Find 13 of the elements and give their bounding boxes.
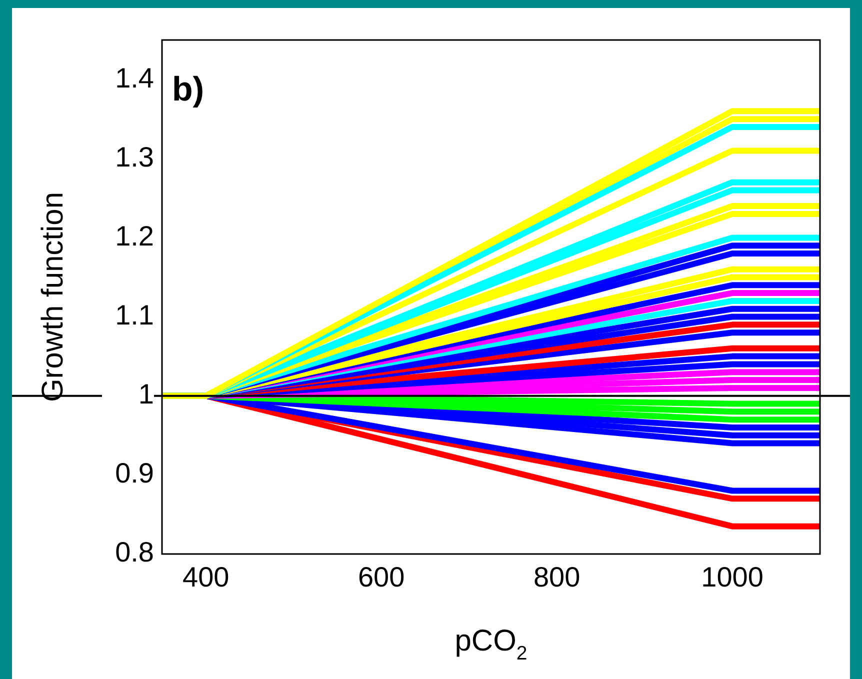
x-tick-label: 1000 [701, 562, 764, 593]
y-tick-label: 1.3 [115, 141, 154, 172]
x-tick-label: 600 [358, 562, 405, 593]
x-tick-label: 400 [182, 562, 230, 593]
y-tick-label: 1.2 [115, 220, 154, 252]
y-tick-label: 1.4 [115, 62, 154, 94]
y-tick-label: 1.1 [115, 299, 154, 330]
x-tick-label: 800 [533, 562, 580, 593]
y-tick-label: 0.8 [115, 536, 154, 568]
annotation: b) [172, 70, 204, 108]
y-tick-label: 0.9 [115, 458, 154, 489]
y-axis-title: Growth function [36, 192, 70, 402]
y-tick-label: 1 [138, 378, 154, 410]
